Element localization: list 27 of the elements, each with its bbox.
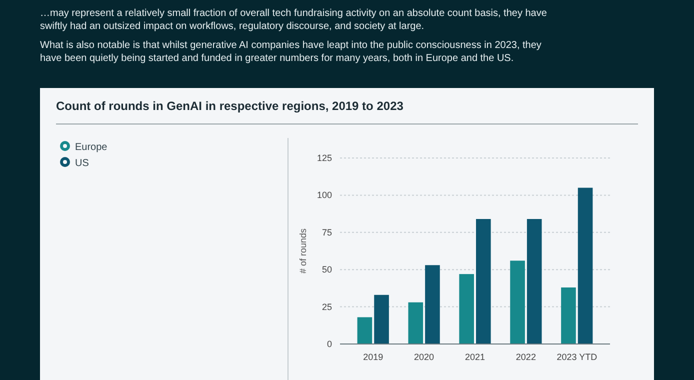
x-tick-label: 2023 YTD — [556, 352, 598, 362]
x-tick-label: 2020 — [414, 352, 434, 362]
y-axis-title: # of rounds — [298, 228, 308, 274]
legend-label: US — [75, 158, 90, 169]
x-tick-label: 2021 — [464, 352, 486, 362]
y-tick-label: 50 — [322, 264, 332, 275]
legend-label: Europe — [75, 142, 108, 153]
text: …may represent a relatively small fraction of overall tech fundraising activity on an absolute count basis, they have swiftly had an outsized impact on workflows, regulatory discourse, and society at large. — [40, 8, 548, 32]
x-tick-label: 2019 — [363, 352, 384, 362]
bar — [561, 287, 576, 344]
y-tick-label: 125 — [316, 153, 332, 163]
bar — [476, 219, 491, 344]
bar — [510, 260, 525, 344]
x-tick-label: 2022 — [516, 352, 536, 362]
text: Count of rounds in GenAI in respective regions, 2019 to 2023 — [56, 99, 404, 113]
bar — [357, 317, 372, 344]
bar — [526, 219, 542, 344]
bar — [425, 265, 440, 344]
y-tick-label: 100 — [316, 190, 332, 200]
y-tick-label: 25 — [322, 302, 332, 312]
y-tick-label: 75 — [322, 227, 332, 238]
bar — [578, 188, 593, 344]
bar — [459, 274, 474, 344]
bar — [374, 294, 389, 344]
bar — [408, 302, 424, 344]
text: What is also notable is that whilst generative AI companies have leapt into the public consciousness in 2023, they have been quietly being started and funded in greater numbers for many years, both in Europe and the US. — [40, 40, 542, 64]
y-tick-label: 0 — [326, 339, 332, 349]
